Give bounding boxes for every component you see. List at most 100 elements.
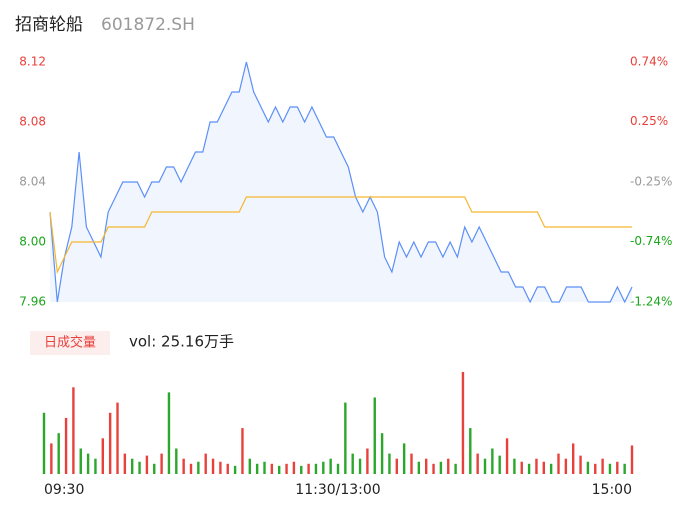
volume-bar (557, 453, 560, 474)
x-tick-label: 11:30/13:00 (295, 482, 380, 498)
volume-bar (535, 458, 538, 474)
volume-bar (167, 392, 171, 474)
volume-bar (57, 433, 60, 474)
volume-bar (255, 463, 259, 474)
volume-bar (270, 463, 274, 474)
volume-bar (498, 455, 501, 474)
volume-bar (226, 463, 229, 474)
y-tick-label: 7.96 (19, 295, 46, 309)
volume-bar (108, 412, 112, 474)
volume-bar (182, 458, 185, 474)
volume-bar (572, 443, 575, 474)
volume-bar (388, 453, 391, 474)
volume-bar (410, 453, 413, 474)
volume-bar (42, 412, 46, 474)
y-tick-label: 8.04 (19, 175, 46, 189)
volume-bar (579, 455, 582, 474)
volume-bar (248, 458, 251, 474)
volume-bar (402, 443, 406, 474)
stock-name: 招商轮船 (15, 15, 83, 35)
volume-bar (233, 465, 237, 474)
stock-code: 601872.SH (101, 15, 195, 35)
y-tick-label: 8.08 (19, 115, 46, 129)
volume-bar (505, 438, 509, 474)
volume-bar (153, 463, 156, 474)
y2-tick-label: 0.74% (630, 55, 668, 69)
volume-bar (123, 453, 127, 474)
y-tick-label: 8.12 (19, 55, 46, 69)
volume-bar (211, 458, 215, 474)
volume-bar (197, 461, 200, 474)
x-tick-label: 15:00 (592, 482, 632, 498)
volume-bar (64, 417, 68, 474)
average-line (49, 196, 632, 275)
y2-tick-label: 0.25% (630, 114, 668, 128)
volume-bar (189, 463, 193, 474)
volume-bar (417, 461, 421, 474)
volume-bar (116, 402, 119, 474)
volume-bar (601, 458, 604, 474)
volume-bar (527, 463, 531, 474)
volume-bar (564, 458, 568, 474)
volume-bar (439, 461, 443, 474)
y2-tick-label: -0.25% (630, 175, 672, 189)
volume-bar (549, 463, 553, 474)
volume-bar (344, 402, 347, 474)
volume-bar (432, 463, 435, 474)
volume-bar (491, 448, 494, 474)
volume-bar (86, 453, 90, 474)
price-line (49, 61, 633, 304)
volume-bar (616, 461, 619, 474)
volume-bar (94, 458, 97, 474)
volume-bar (351, 453, 354, 474)
volume-bar (336, 463, 340, 474)
volume-bar (395, 458, 398, 474)
volume-bar (263, 461, 266, 474)
volume-bar (322, 461, 325, 474)
volume-bar (292, 461, 296, 474)
volume-bar (72, 387, 75, 474)
volume-bar (454, 463, 457, 474)
label-box (30, 331, 110, 355)
volume-bar (623, 463, 626, 474)
volume-bar (513, 458, 516, 474)
y2-tick-label: -1.24% (630, 295, 672, 309)
volume-bar (278, 465, 281, 474)
volume-summary: vol: 25.16万手 (129, 333, 234, 351)
volume-bar (380, 433, 384, 474)
volume-bar (145, 455, 149, 474)
volume-bar (469, 428, 472, 474)
x-tick-label: 09:30 (44, 482, 84, 498)
volume-bar (160, 453, 163, 474)
y2-tick-label: -0.74% (630, 234, 672, 248)
volume-bar (285, 463, 288, 474)
volume-bar (131, 458, 134, 474)
volume-bar (594, 463, 597, 474)
volume-bar (425, 458, 428, 474)
volume-bar (608, 463, 612, 474)
volume-bar (329, 458, 332, 474)
volume-bar (461, 372, 465, 474)
volume-bar (366, 448, 369, 474)
volume-bar (307, 463, 310, 474)
volume-bar (483, 458, 487, 474)
volume-bar (358, 458, 362, 474)
volume-bar (300, 465, 303, 474)
volume-bar (447, 458, 450, 474)
volume-bar (542, 461, 545, 474)
volume-bar (138, 461, 141, 474)
volume-bar (175, 448, 178, 474)
volume-bar (586, 461, 590, 474)
volume-label: 日成交量 (44, 335, 96, 351)
volume-bar (204, 453, 207, 474)
y-tick-label: 8.00 (19, 235, 46, 249)
volume-bar (373, 397, 376, 474)
volume-bar (630, 445, 634, 474)
volume-bar (219, 461, 222, 474)
volume-bar (520, 461, 523, 474)
volume-bar (50, 443, 53, 474)
volume-bar (476, 453, 479, 474)
volume-bar (101, 438, 104, 474)
